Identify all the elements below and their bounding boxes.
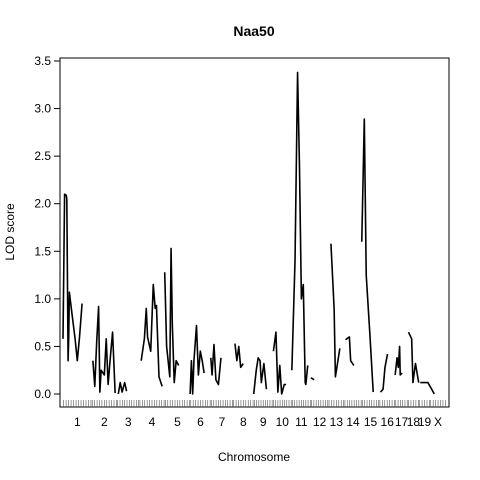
lod-segment-chr-13 — [330, 243, 341, 378]
lod-segment-chr-16 — [379, 353, 389, 393]
lod-segment-chr-9 — [252, 357, 268, 395]
plot-frame — [59, 57, 450, 408]
lod-segment-chr-2 — [92, 305, 116, 394]
y-tick-label: 1.0 — [34, 292, 51, 306]
chromosome-label: 2 — [101, 415, 108, 429]
lod-segment-chr-15 — [360, 118, 375, 393]
chromosome-label: 9 — [260, 415, 267, 429]
lod-curve — [62, 71, 435, 395]
lod-segment-chr-11 — [291, 71, 309, 386]
chromosome-label: 19 — [418, 415, 432, 429]
chromosome-label: 15 — [364, 415, 378, 429]
chromosome-label: 10 — [276, 415, 290, 429]
lod-segment-chr-14 — [345, 336, 355, 366]
chromosome-label: 3 — [125, 415, 132, 429]
lod-segment-chr-19 — [420, 381, 435, 395]
lod-segment-chr-5 — [163, 247, 180, 384]
chromosome-label: 6 — [197, 415, 204, 429]
lod-segment-chr-6 — [189, 324, 205, 395]
y-tick-label: 1.5 — [34, 244, 51, 258]
chromosome-label: 17 — [395, 415, 409, 429]
chromosome-label: 4 — [149, 415, 156, 429]
chromosome-label: 8 — [240, 415, 247, 429]
y-tick-label: 2.0 — [34, 197, 51, 211]
chromosome-label: 12 — [313, 415, 327, 429]
lod-segment-chr-12 — [310, 377, 315, 381]
y-tick-label: 0.5 — [34, 339, 51, 353]
lod-segment-chr-18 — [407, 331, 420, 384]
y-axis: 0.0 0.5 1.0 1.5 2.0 2.5 3.0 3.5 — [34, 54, 61, 401]
chromosome-label: 16 — [381, 415, 395, 429]
lod-segment-chr-1 — [62, 193, 83, 362]
lod-segment-chr-17 — [394, 345, 403, 376]
chromosome-label: 7 — [219, 415, 226, 429]
chromosome-label: 18 — [407, 415, 421, 429]
chart-title: Naa50 — [233, 23, 274, 39]
lod-segment-chr-8 — [234, 343, 244, 369]
lod-segment-chr-7 — [210, 343, 222, 386]
y-tick-label: 3.5 — [34, 54, 51, 68]
y-tick-label: 2.5 — [34, 149, 51, 163]
chromosome-label: 5 — [174, 415, 181, 429]
y-tick-label: 3.0 — [34, 102, 51, 116]
y-tick-label: 0.0 — [34, 387, 51, 401]
x-axis-label: Chromosome — [218, 450, 290, 464]
chromosome-label: X — [434, 415, 442, 429]
chromosome-label: 14 — [346, 415, 360, 429]
marker-rug — [63, 400, 446, 407]
lod-segment-chr-3 — [117, 381, 128, 395]
lod-segment-chr-10 — [272, 331, 287, 395]
chromosome-label: 13 — [330, 415, 344, 429]
chromosome-label: 11 — [295, 415, 308, 429]
chromosome-label: 1 — [74, 415, 81, 429]
lod-segment-chr-4 — [140, 283, 163, 387]
y-axis-label: LOD score — [3, 203, 17, 261]
